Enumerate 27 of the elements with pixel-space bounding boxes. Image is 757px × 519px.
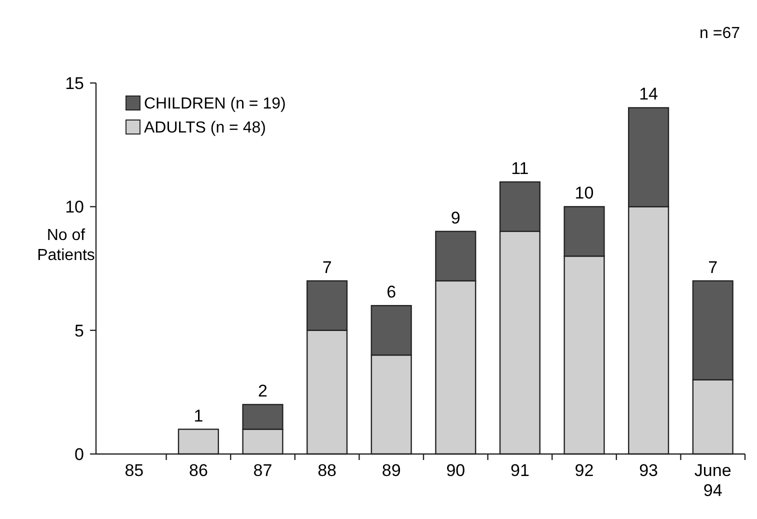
legend-label: ADULTS (n = 48) <box>144 120 266 137</box>
x-tick-label: 91 <box>510 461 530 480</box>
x-tick-label: 87 <box>253 461 272 480</box>
y-tick-label: 15 <box>65 74 84 93</box>
total-label: 14 <box>639 84 658 104</box>
x-tick-label: 86 <box>188 461 208 480</box>
x-tick-label: 92 <box>574 461 594 480</box>
y-tick-label: 5 <box>74 321 84 340</box>
total-label: 6 <box>386 282 396 302</box>
x-tick-label: June 94 <box>694 461 732 500</box>
total-label: 1 <box>194 406 204 426</box>
y-tick-label: 10 <box>65 198 84 217</box>
y-axis-title: No of Patients <box>37 227 95 264</box>
x-tick-label: 85 <box>124 461 144 480</box>
y-tick-label: 0 <box>74 444 84 464</box>
x-tick-label: 89 <box>382 461 401 480</box>
x-tick-label: 90 <box>446 461 466 480</box>
x-tick-label: 93 <box>639 461 658 480</box>
total-label: 7 <box>708 258 718 277</box>
total-label: 7 <box>322 258 332 277</box>
total-label: 9 <box>450 208 460 228</box>
total-label: 2 <box>258 382 268 401</box>
legend-label: CHILDREN (n = 19) <box>144 96 286 113</box>
total-label: 10 <box>574 184 594 203</box>
text: n =67 <box>700 25 740 42</box>
x-tick-label: 88 <box>318 461 337 480</box>
total-label: 11 <box>511 158 529 178</box>
